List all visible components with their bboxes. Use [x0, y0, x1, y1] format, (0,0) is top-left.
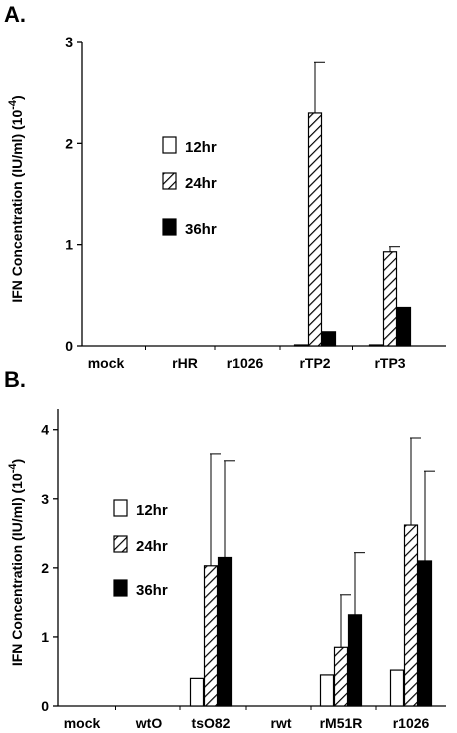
bar-36hr-rTP2 [321, 331, 337, 347]
legend-swatch-24hr [162, 172, 177, 190]
x-tick-label: wtO [135, 715, 163, 731]
x-tick-label: r1026 [393, 715, 430, 731]
bar-12hr-r1026 [389, 669, 405, 707]
chart-panel-a: A. 0 1 2 3 IFN Concentration (IU/ml) (10-4) mo… [4, 2, 446, 371]
bar-24hr-tsO82 [203, 565, 219, 707]
bar-36hr-r1026 [417, 560, 433, 707]
legend-swatch-12hr [113, 499, 128, 517]
y-tick-label: 3 [41, 491, 49, 507]
y-tick-label: 2 [65, 135, 73, 151]
x-tick-label: rwt [271, 715, 292, 731]
legend-swatch-36hr [113, 579, 128, 597]
legend-swatch-36hr [162, 218, 177, 236]
x-tick-label: tsO82 [192, 715, 231, 731]
y-tick-label: 0 [65, 338, 73, 354]
bar-12hr-tsO82 [189, 677, 205, 707]
bar-24hr-rM51R [333, 646, 349, 707]
y-tick-label: 3 [65, 34, 73, 50]
bar-36hr-rTP3 [396, 306, 412, 347]
bar-36hr-tsO82 [217, 556, 233, 707]
bar-12hr-rTP2 [293, 344, 309, 347]
panel-label: B. [4, 367, 26, 392]
legend-label-36hr: 36hr [136, 582, 168, 599]
x-tick-label: mock [64, 715, 101, 731]
bar-36hr-rM51R [347, 614, 363, 707]
legend-swatch-12hr [162, 136, 177, 154]
legend-label-12hr: 12hr [136, 502, 168, 519]
y-tick-label: 2 [41, 560, 49, 576]
y-axis-label: IFN Concentration (IU/ml) (10-4) [7, 95, 25, 302]
y-tick-label: 1 [41, 629, 49, 645]
x-tick-label: mock [88, 355, 125, 371]
legend-label-36hr: 36hr [185, 221, 217, 238]
x-tick-label: rM51R [320, 715, 363, 731]
y-tick-label: 4 [41, 422, 49, 438]
bar-12hr-rM51R [319, 674, 335, 707]
legend-swatch-24hr [113, 535, 128, 553]
x-tick-label: rTP3 [374, 355, 405, 371]
chart-panel-b: B. 0 1 2 3 4 IFN Concentration (IU/ml) (10-4) m… [4, 367, 446, 731]
x-tick-label: r1026 [227, 355, 264, 371]
legend-label-12hr: 12hr [185, 139, 217, 156]
bar-12hr-rTP3 [368, 344, 384, 347]
y-axis-label: IFN Concentration (IU/ml) (10-4) [7, 459, 25, 666]
bar-24hr-rTP2 [307, 112, 323, 347]
x-tick-label: rHR [172, 355, 198, 371]
bar-24hr-rTP3 [382, 251, 398, 347]
panel-label: A. [4, 2, 26, 27]
legend-label-24hr: 24hr [136, 538, 168, 555]
legend-label-24hr: 24hr [185, 175, 217, 192]
bar-24hr-r1026 [403, 524, 419, 707]
x-tick-label: rTP2 [299, 355, 330, 371]
y-tick-label: 0 [41, 698, 49, 714]
y-tick-label: 1 [65, 237, 73, 253]
